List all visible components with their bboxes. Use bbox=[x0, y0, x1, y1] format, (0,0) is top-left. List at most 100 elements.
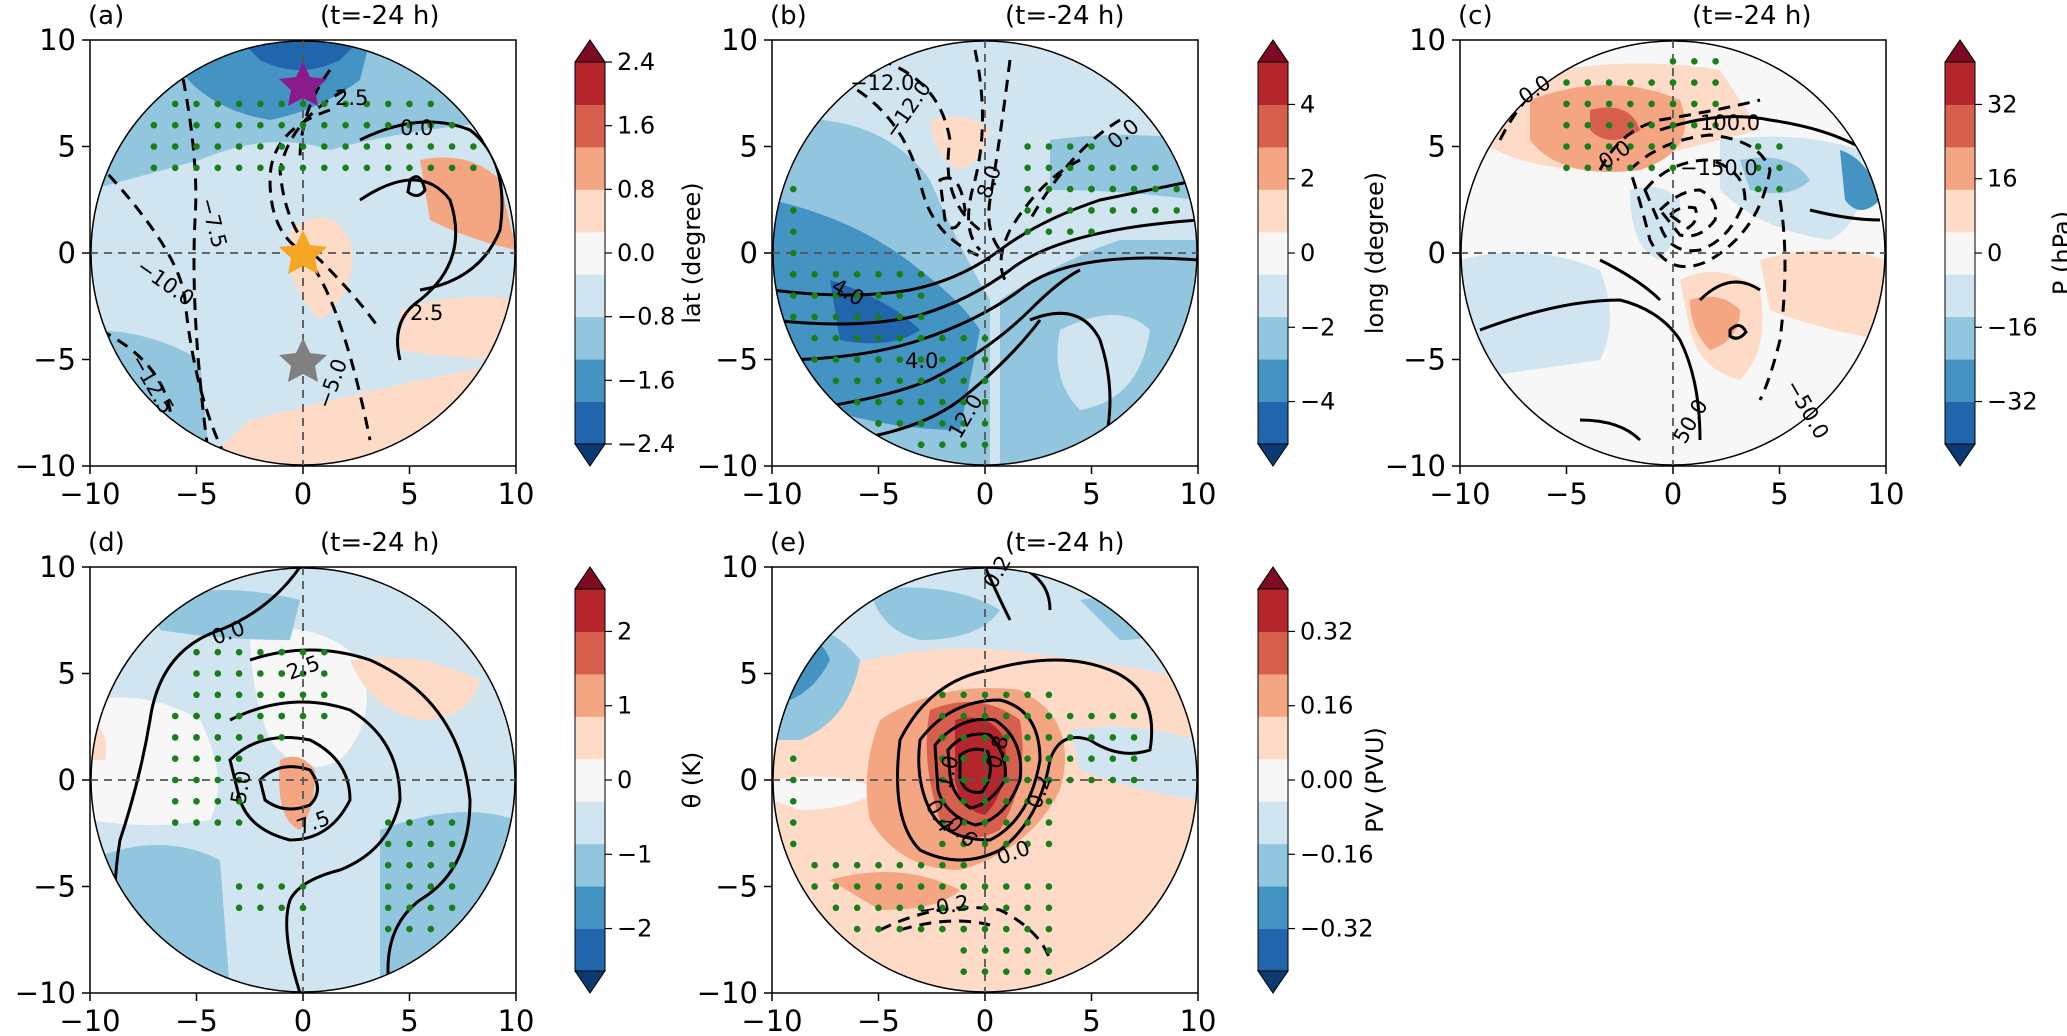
significance-dot bbox=[1045, 968, 1053, 975]
y-tick-label: −10 bbox=[697, 976, 758, 1010]
significance-dot bbox=[1045, 947, 1053, 954]
significance-dot bbox=[1584, 121, 1592, 129]
significance-dot bbox=[790, 776, 797, 784]
x-tick-label: −10 bbox=[59, 477, 120, 511]
significance-dot bbox=[235, 798, 243, 805]
significance-dot bbox=[363, 143, 371, 150]
significance-dot bbox=[981, 377, 989, 385]
significance-dot bbox=[1627, 100, 1634, 108]
significance-dot bbox=[235, 904, 243, 912]
significance-dot bbox=[384, 883, 392, 890]
colorbar-tick-label: 32 bbox=[1987, 90, 2018, 118]
significance-dot bbox=[832, 356, 840, 363]
significance-dot bbox=[1003, 947, 1010, 954]
significance-dot bbox=[939, 925, 946, 933]
significance-dot bbox=[406, 904, 413, 912]
colorbar-tick-label: 2 bbox=[617, 617, 632, 645]
significance-dot bbox=[1024, 883, 1031, 890]
panel-b-label: (b) bbox=[770, 1, 807, 31]
contour-label: 2.5 bbox=[335, 86, 368, 110]
significance-dot bbox=[257, 648, 264, 656]
significance-dot bbox=[853, 377, 861, 385]
colorbar-max-extend bbox=[574, 39, 606, 63]
x-tick-label: 0 bbox=[1664, 477, 1682, 511]
significance-dot bbox=[384, 904, 392, 912]
significance-dot bbox=[1024, 819, 1031, 826]
significance-dot bbox=[214, 691, 222, 699]
significance-dot bbox=[896, 292, 904, 299]
significance-dot bbox=[1605, 79, 1613, 86]
significance-dot bbox=[896, 334, 904, 342]
colorbar-tick-label: 0.00 bbox=[1300, 766, 1353, 794]
significance-dot bbox=[1024, 164, 1031, 172]
significance-dot bbox=[875, 377, 882, 385]
significance-dot bbox=[960, 798, 967, 805]
significance-dot bbox=[1088, 143, 1095, 150]
colorbar-tick-label: −0.8 bbox=[617, 303, 675, 331]
significance-dot bbox=[321, 648, 328, 656]
significance-dot bbox=[1045, 925, 1053, 933]
significance-dot bbox=[981, 840, 989, 848]
significance-dot bbox=[257, 143, 264, 150]
significance-dot bbox=[321, 164, 328, 172]
colorbar-bin bbox=[575, 146, 605, 190]
significance-dot bbox=[1024, 228, 1031, 235]
significance-dot bbox=[790, 207, 797, 214]
y-tick-label: −5 bbox=[715, 343, 758, 377]
significance-dot bbox=[960, 398, 967, 406]
panel-a: 2.5 0.0 2.5 −7.5 −10.0 −12.5 −5.0 (a) (t… bbox=[15, 1, 706, 511]
significance-dot bbox=[1045, 883, 1053, 890]
significance-dot bbox=[235, 776, 243, 784]
significance-dot bbox=[790, 755, 797, 762]
significance-dot bbox=[214, 755, 222, 762]
significance-dot bbox=[1584, 100, 1592, 108]
significance-dot bbox=[1691, 58, 1698, 65]
significance-dot bbox=[917, 904, 925, 912]
significance-dot bbox=[1088, 164, 1095, 172]
y-tick-label: −5 bbox=[715, 870, 758, 904]
gray-star-icon bbox=[279, 338, 327, 382]
significance-dot bbox=[1563, 164, 1570, 172]
significance-dot bbox=[917, 334, 925, 342]
colorbar-tick-label: −1 bbox=[617, 840, 652, 868]
significance-dot bbox=[939, 904, 946, 912]
significance-dot bbox=[1045, 904, 1053, 912]
significance-dot bbox=[427, 164, 435, 172]
colorbar-tick-label: −0.16 bbox=[1300, 840, 1374, 868]
significance-dot bbox=[406, 861, 413, 869]
significance-dot bbox=[853, 398, 861, 406]
significance-dot bbox=[1024, 207, 1031, 214]
significance-dot bbox=[214, 100, 222, 108]
significance-dot bbox=[150, 121, 158, 129]
colorbar-bin bbox=[1945, 274, 1975, 318]
y-tick-label: 5 bbox=[1428, 130, 1446, 164]
significance-dot bbox=[470, 164, 477, 172]
significance-dot bbox=[981, 420, 989, 427]
significance-dot bbox=[257, 904, 264, 912]
colorbar-min-extend bbox=[574, 443, 606, 467]
colorbar-tick-label: 0.0 bbox=[617, 239, 655, 267]
significance-dot bbox=[448, 121, 456, 129]
significance-dot bbox=[214, 648, 222, 656]
significance-dot bbox=[448, 904, 456, 912]
significance-dot bbox=[1130, 164, 1138, 172]
significance-dot bbox=[342, 121, 349, 129]
colorbar-tick-label: −2 bbox=[617, 915, 652, 943]
significance-dot bbox=[1003, 755, 1010, 762]
significance-dot bbox=[1152, 164, 1159, 172]
significance-dot bbox=[193, 121, 200, 129]
colorbar-tick-label: 2.4 bbox=[617, 48, 655, 76]
significance-dot bbox=[790, 840, 797, 848]
significance-dot bbox=[299, 100, 307, 108]
significance-dot bbox=[832, 883, 840, 890]
significance-dot bbox=[235, 712, 243, 720]
significance-dot bbox=[939, 861, 946, 869]
significance-dot bbox=[1776, 185, 1783, 193]
significance-dot bbox=[875, 334, 882, 342]
significance-dot bbox=[214, 734, 222, 741]
significance-dot bbox=[1563, 79, 1570, 86]
significance-dot bbox=[1003, 712, 1010, 720]
significance-dot bbox=[299, 143, 307, 150]
significance-dot bbox=[406, 100, 413, 108]
